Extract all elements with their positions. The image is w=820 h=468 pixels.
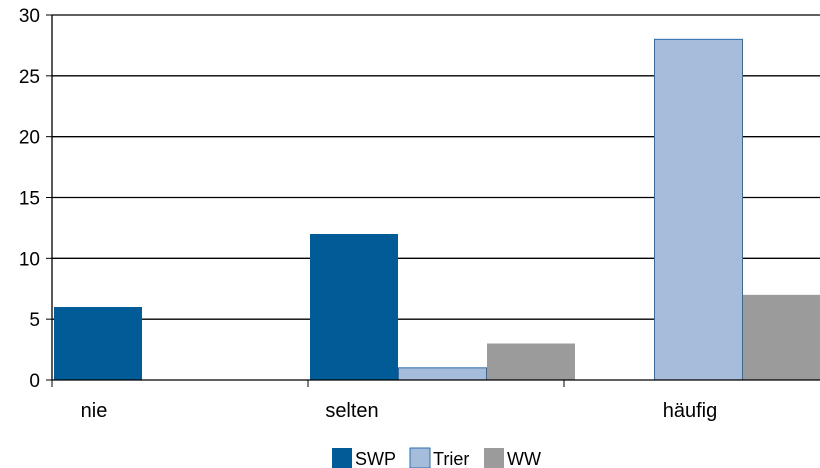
y-tick-label: 5 [29, 310, 40, 331]
axes [51, 15, 820, 387]
x-axis-ticks: nie selten häufig [81, 400, 718, 422]
y-tick-label: 0 [29, 371, 40, 392]
legend-swatch-trier [409, 447, 431, 468]
bars [54, 38, 820, 381]
bar-ww-2 [743, 294, 820, 380]
legend-label-ww: WW [507, 449, 541, 468]
y-axis-ticks: 0 5 10 15 20 25 30 [19, 6, 52, 392]
y-tick-label: 25 [19, 67, 40, 88]
legend: SWP Trier WW [332, 447, 541, 468]
y-tick-label: 20 [19, 128, 40, 149]
legend-swatch-swp [332, 448, 352, 468]
y-tick-label: 10 [19, 249, 40, 270]
legend-label-swp: SWP [355, 449, 396, 468]
x-tick-label: häufig [663, 400, 718, 422]
legend-label-trier: Trier [433, 449, 469, 468]
x-tick-label: selten [325, 400, 378, 422]
bar-trier-2 [654, 38, 743, 381]
bar-swp-0 [54, 307, 142, 380]
y-tick-label: 30 [19, 6, 40, 27]
bar-swp-1 [310, 234, 398, 380]
bar-trier-1 [398, 367, 487, 381]
x-tick-label: nie [81, 400, 108, 422]
bar-ww-1 [487, 343, 575, 380]
y-tick-label: 15 [19, 189, 40, 210]
legend-swatch-ww [484, 448, 504, 468]
